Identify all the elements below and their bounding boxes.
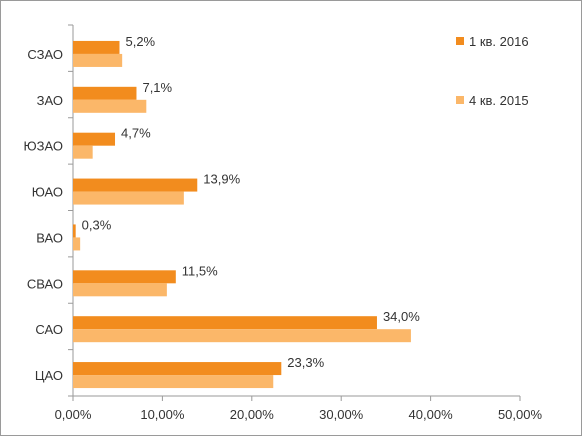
bar-series-1 (73, 86, 137, 100)
category-label: СЗАО (27, 47, 63, 62)
x-tick-label: 40,00% (409, 407, 454, 422)
category-label: САО (35, 322, 63, 337)
bar-series-2 (73, 53, 123, 67)
data-label: 7,1% (142, 80, 172, 95)
bar-series-2 (73, 99, 147, 113)
category-label: ЮЗАО (24, 139, 63, 154)
category-label: ЗАО (37, 93, 63, 108)
bar-series-1 (73, 178, 198, 192)
bar-series-2 (73, 191, 184, 205)
category-label: ЮАО (32, 185, 63, 200)
bar-series-1 (73, 316, 377, 330)
bar-series-1 (73, 362, 282, 376)
bar-series-1 (73, 224, 76, 238)
legend-label-series-2: 4 кв. 2015 (469, 93, 529, 108)
x-tick-label: 30,00% (319, 407, 364, 422)
bar-series-1 (73, 132, 116, 146)
legend-label-series-1: 1 кв. 2016 (469, 34, 529, 49)
data-label: 23,3% (287, 355, 324, 370)
category-label: ВАО (36, 230, 63, 245)
x-tick-label: 0,00% (55, 407, 92, 422)
bar-series-1 (73, 40, 120, 54)
x-tick-label: 50,00% (498, 407, 543, 422)
data-label: 4,7% (121, 126, 151, 141)
bar-series-2 (73, 283, 167, 297)
data-label: 34,0% (383, 309, 420, 324)
bar-series-2 (73, 375, 274, 389)
data-label: 0,3% (82, 217, 112, 232)
data-label: 11,5% (182, 263, 218, 278)
bar-series-2 (73, 329, 411, 343)
legend-swatch-series-2 (456, 96, 464, 104)
category-label: ЦАО (35, 368, 63, 383)
x-tick-label: 10,00% (140, 407, 185, 422)
bar-series-2 (73, 237, 81, 251)
data-label: 5,2% (125, 34, 155, 49)
data-label: 13,9% (203, 172, 240, 187)
bar-series-1 (73, 270, 176, 284)
x-tick-label: 20,00% (230, 407, 275, 422)
bar-series-2 (73, 145, 93, 159)
category-label: СВАО (27, 276, 63, 291)
legend-swatch-series-1 (456, 37, 464, 45)
